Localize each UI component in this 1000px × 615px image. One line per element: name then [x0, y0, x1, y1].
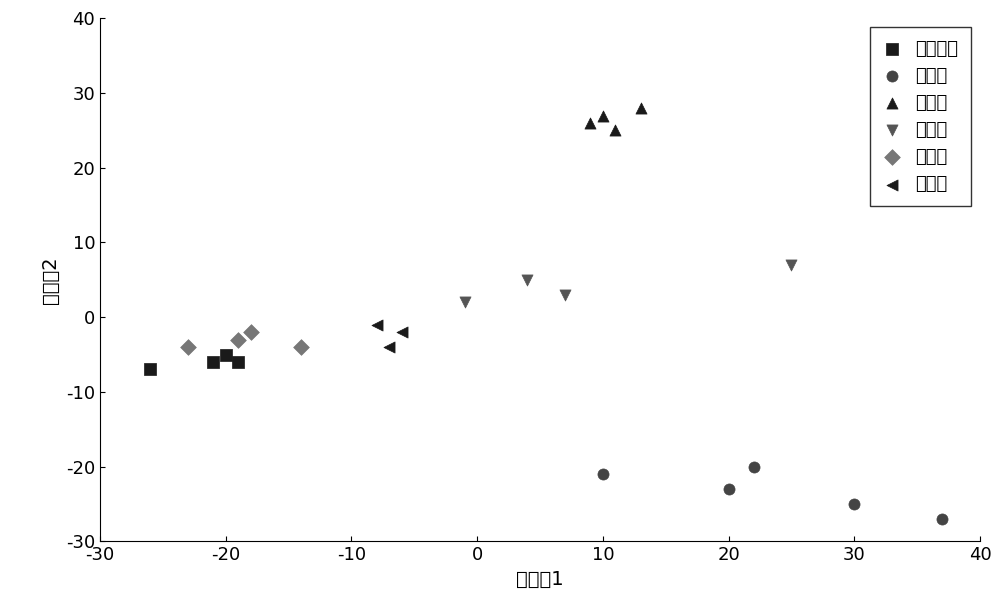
玉米油 — [243, 327, 259, 337]
橄榄油 — [846, 499, 862, 509]
Legend: 葵花子油, 橄榄油, 芥末油, 菜子油, 玉米油, 花生油: 葵花子油, 橄榄油, 芥末油, 菜子油, 玉米油, 花生油 — [870, 28, 971, 206]
橄榄油 — [746, 462, 762, 472]
橄榄油 — [595, 469, 611, 479]
葵花子油 — [218, 349, 234, 359]
花生油 — [381, 342, 397, 352]
X-axis label: 主成劆1: 主成劆1 — [516, 569, 564, 589]
玉米油 — [230, 335, 246, 344]
芥末油 — [633, 103, 649, 113]
花生油 — [369, 320, 385, 330]
玉米油 — [180, 342, 196, 352]
花生油 — [394, 327, 410, 337]
橄榄油 — [721, 484, 737, 494]
橄榄油 — [934, 514, 950, 524]
芥末油 — [607, 125, 623, 135]
葵花子油 — [230, 357, 246, 367]
葵花子油 — [205, 357, 221, 367]
菜子油 — [519, 275, 535, 285]
玉米油 — [293, 342, 309, 352]
菜子油 — [783, 260, 799, 270]
芥末油 — [595, 111, 611, 121]
菜子油 — [457, 297, 473, 307]
葵花子油 — [142, 365, 158, 375]
Y-axis label: 主成劆2: 主成劆2 — [41, 256, 60, 304]
芥末油 — [582, 118, 598, 128]
菜子油 — [557, 290, 573, 300]
